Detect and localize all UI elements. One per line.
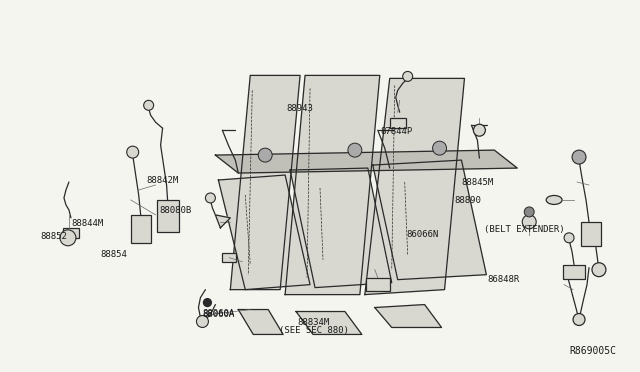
- Text: 87844P: 87844P: [381, 126, 413, 136]
- Circle shape: [143, 100, 154, 110]
- Text: (BELT EXTENDER): (BELT EXTENDER): [484, 225, 564, 234]
- Text: 88080B: 88080B: [159, 206, 191, 215]
- Bar: [157, 200, 179, 232]
- Polygon shape: [230, 76, 300, 290]
- Polygon shape: [216, 215, 230, 228]
- Circle shape: [433, 141, 447, 155]
- Circle shape: [564, 233, 574, 243]
- Text: 86848R: 86848R: [487, 275, 519, 284]
- Circle shape: [204, 299, 211, 307]
- Polygon shape: [238, 310, 283, 334]
- Circle shape: [60, 230, 76, 246]
- Polygon shape: [375, 305, 442, 327]
- Text: 88854: 88854: [100, 250, 127, 259]
- Bar: [390, 118, 406, 128]
- Bar: [131, 215, 150, 243]
- Circle shape: [403, 71, 413, 81]
- Circle shape: [592, 263, 606, 277]
- Polygon shape: [218, 175, 310, 290]
- Text: 88845M: 88845M: [461, 178, 494, 187]
- Circle shape: [572, 150, 586, 164]
- Circle shape: [348, 143, 362, 157]
- Text: 88852: 88852: [41, 231, 68, 241]
- Bar: [63, 228, 79, 238]
- Circle shape: [573, 314, 585, 326]
- Text: 88844M: 88844M: [71, 219, 103, 228]
- Text: R869005C: R869005C: [570, 346, 616, 356]
- Bar: [222, 253, 236, 262]
- Circle shape: [522, 215, 536, 229]
- Polygon shape: [285, 76, 380, 295]
- Bar: [563, 265, 585, 279]
- Ellipse shape: [546, 195, 562, 205]
- Polygon shape: [365, 78, 465, 295]
- Circle shape: [205, 193, 216, 203]
- Text: 88834M: 88834M: [298, 318, 330, 327]
- Text: 88943: 88943: [286, 104, 313, 113]
- Circle shape: [258, 148, 272, 162]
- Bar: [581, 222, 601, 246]
- Circle shape: [474, 124, 485, 136]
- Circle shape: [127, 146, 139, 158]
- Circle shape: [524, 207, 534, 217]
- Polygon shape: [373, 160, 486, 280]
- Polygon shape: [216, 150, 517, 173]
- Bar: [366, 278, 390, 291]
- Text: 88060A: 88060A: [203, 311, 235, 320]
- Polygon shape: [290, 168, 392, 288]
- Text: 86066N: 86066N: [406, 230, 438, 239]
- Text: 88842M: 88842M: [147, 176, 179, 185]
- Circle shape: [196, 315, 209, 327]
- Polygon shape: [296, 311, 362, 334]
- Text: (SEE SEC 880): (SEE SEC 880): [278, 326, 349, 335]
- Text: 88060A: 88060A: [202, 310, 234, 318]
- Text: 88890: 88890: [454, 196, 481, 205]
